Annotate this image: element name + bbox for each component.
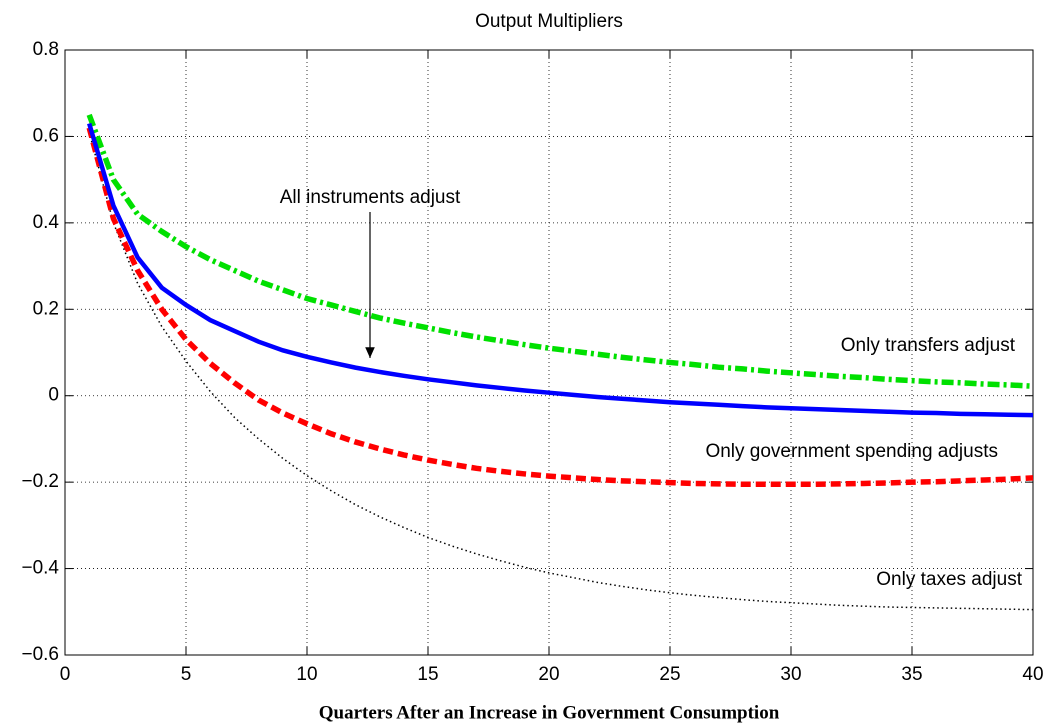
- x-tick-label: 5: [181, 664, 192, 685]
- series-label: All instruments adjust: [280, 187, 461, 208]
- series-line: [86, 113, 1034, 389]
- x-tick-label: 35: [901, 664, 922, 685]
- y-tick-label: −0.2: [21, 471, 59, 492]
- series-label: Only taxes adjust: [876, 569, 1022, 590]
- series-label: Only transfers adjust: [841, 335, 1016, 356]
- chart-title: Output Multipliers: [475, 11, 623, 32]
- x-tick-label: 10: [296, 664, 317, 685]
- series-line: [88, 131, 1034, 611]
- x-tick-label: 15: [417, 664, 438, 685]
- y-tick-label: −0.6: [21, 644, 59, 665]
- x-axis-label: Quarters After an Increase in Government…: [319, 702, 780, 723]
- series-line: [87, 122, 1034, 418]
- x-tick-label: 30: [780, 664, 801, 685]
- series-line: [86, 127, 1034, 488]
- y-tick-label: 0.2: [33, 298, 59, 319]
- y-tick-label: 0.8: [33, 39, 59, 60]
- x-tick-label: 20: [538, 664, 559, 685]
- y-tick-label: 0: [48, 385, 59, 406]
- series-label: Only government spending adjusts: [705, 441, 998, 462]
- plot-frame: [64, 49, 1034, 656]
- y-tick-label: −0.4: [21, 558, 59, 579]
- y-tick-label: 0.4: [33, 212, 60, 233]
- x-tick-label: 0: [60, 664, 71, 685]
- x-tick-label: 25: [659, 664, 680, 685]
- y-tick-label: 0.6: [33, 125, 59, 146]
- x-tick-label: 40: [1022, 664, 1043, 685]
